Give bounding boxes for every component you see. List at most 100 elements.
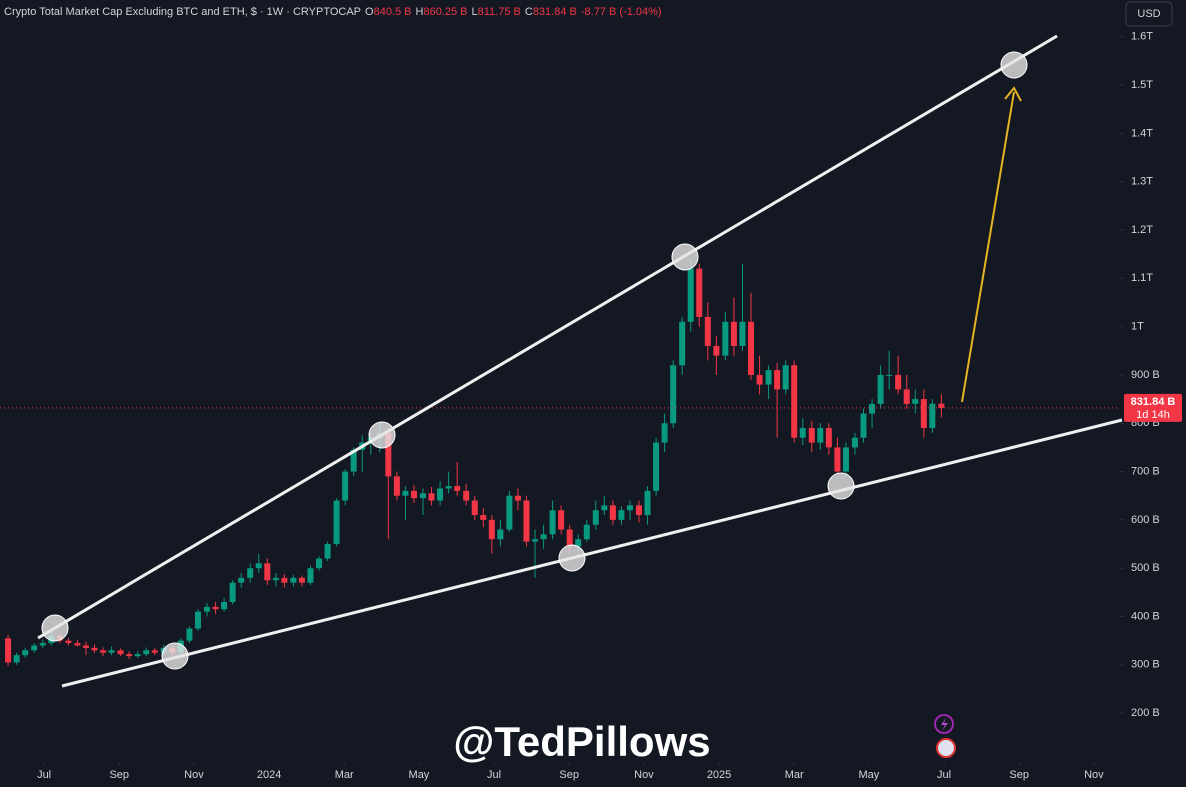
- candle-body: [454, 486, 461, 491]
- ohlc-value: 831.84 B: [533, 6, 577, 18]
- x-tick-label: Jul: [487, 769, 501, 781]
- y-tick-label: 900 B: [1131, 369, 1160, 381]
- y-tick-label: 300 B: [1131, 659, 1160, 671]
- candle-body: [756, 374, 763, 385]
- candle-body: [281, 577, 288, 583]
- candle-body: [445, 486, 452, 489]
- candle-body: [929, 403, 936, 429]
- candle-body: [324, 544, 331, 559]
- candle-body: [186, 628, 193, 641]
- candle-body: [609, 505, 616, 520]
- ohlc-value: 860.25 B: [423, 6, 467, 18]
- y-tick-label: 1.2T: [1131, 224, 1153, 236]
- candle-body: [255, 563, 262, 569]
- x-tick-label: Sep: [109, 769, 129, 781]
- candle-body: [143, 650, 150, 655]
- x-tick-label: Nov: [634, 769, 654, 781]
- candle-body: [687, 268, 694, 322]
- x-tick-label: Jul: [37, 769, 51, 781]
- candle-body: [842, 447, 849, 472]
- upper-trendline: [37, 34, 1058, 640]
- ohlc-change: -8.77 B (-1.04%): [581, 6, 662, 18]
- candle-body: [264, 563, 271, 581]
- candle-body: [290, 577, 297, 583]
- y-tick-label: 700 B: [1131, 465, 1160, 477]
- x-tick-label: Jul: [937, 769, 951, 781]
- lightning: [941, 718, 948, 731]
- candle-body: [22, 650, 29, 656]
- candle-body: [739, 321, 746, 346]
- flag-icon[interactable]: [936, 738, 956, 758]
- ohlc-value: 811.75 B: [478, 6, 521, 18]
- ohlc-key: H: [416, 6, 424, 18]
- candle-body: [583, 524, 590, 540]
- candle-body: [540, 534, 547, 540]
- candle-body: [877, 374, 884, 404]
- candle-body: [696, 268, 703, 317]
- candle-body: [212, 606, 219, 610]
- x-tick-label: 2025: [707, 769, 731, 781]
- candle-body: [298, 577, 305, 583]
- candle-body: [920, 399, 927, 429]
- candle-body: [307, 568, 314, 583]
- arrow-head: [1004, 86, 1022, 102]
- currency-button[interactable]: [1125, 1, 1173, 27]
- candle-body: [661, 423, 668, 443]
- candle-body: [748, 321, 755, 375]
- candle-body: [860, 413, 867, 438]
- candle-body: [713, 345, 720, 356]
- candle-body: [903, 389, 910, 404]
- candle-body: [393, 476, 400, 496]
- x-tick-label: Nov: [1084, 769, 1104, 781]
- candle-body: [221, 602, 228, 610]
- candle-body: [774, 370, 781, 390]
- candle-body: [825, 428, 832, 448]
- candle-body: [869, 403, 876, 414]
- candle-body: [704, 316, 711, 346]
- x-tick-label: Mar: [335, 769, 354, 781]
- candle-body: [65, 640, 72, 644]
- candle-body: [670, 365, 677, 424]
- candle-body: [316, 558, 323, 569]
- candle-body: [463, 490, 470, 501]
- candle-body: [82, 645, 89, 648]
- candle-body: [39, 643, 46, 646]
- candle-body: [808, 428, 815, 443]
- y-tick-label: 1.5T: [1131, 79, 1153, 91]
- target-arrow: [961, 91, 1015, 403]
- candle-body: [238, 577, 245, 583]
- currency[interactable]: USD: [1137, 8, 1160, 20]
- candle-body: [886, 374, 893, 376]
- candle-body: [791, 365, 798, 438]
- candle-body: [765, 370, 772, 385]
- ohlc-key: L: [472, 6, 478, 18]
- x-tick-label: Sep: [559, 769, 579, 781]
- candle-body: [851, 437, 858, 448]
- lightning-icon[interactable]: [934, 714, 954, 734]
- candle-body: [428, 493, 435, 501]
- ohlc-value: 840.5 B: [374, 6, 412, 18]
- candle-body: [342, 471, 349, 501]
- candle-body: [229, 582, 236, 603]
- candle-body: [912, 399, 919, 404]
- candle-body: [402, 490, 409, 496]
- y-tick-label: 600 B: [1131, 514, 1160, 526]
- candle-body: [532, 539, 539, 542]
- candle-body: [488, 519, 495, 540]
- candle-body: [618, 510, 625, 520]
- y-tick-label: 1.1T: [1131, 272, 1153, 284]
- candle-body: [506, 495, 513, 530]
- last-price-box: [1124, 393, 1182, 422]
- candle-body: [722, 321, 729, 356]
- y-tick-label: 1.4T: [1131, 127, 1153, 139]
- candle-body: [938, 403, 945, 408]
- candle-body: [100, 650, 107, 653]
- y-tick-label: 1T: [1131, 321, 1144, 333]
- candle-body: [653, 442, 660, 491]
- x-tick-label: May: [409, 769, 430, 781]
- candle-body: [108, 650, 115, 653]
- candle-body: [333, 500, 340, 545]
